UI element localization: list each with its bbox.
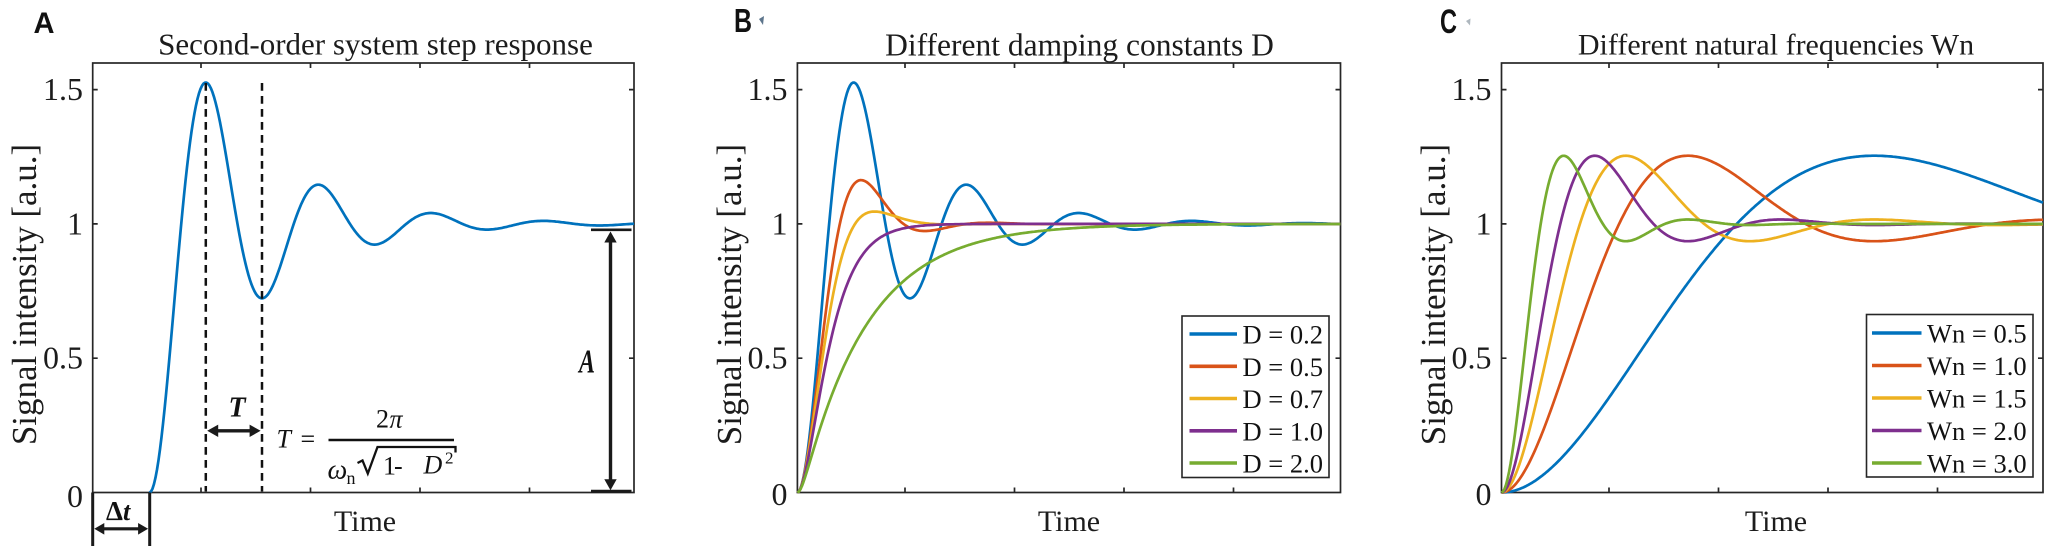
svg-text:Different damping constants D: Different damping constants D: [885, 28, 1274, 63]
svg-text:Wn = 0.5: Wn = 0.5: [1927, 319, 2027, 349]
svg-text:Time: Time: [334, 505, 396, 538]
svg-text:Signal intensity [a.u.]: Signal intensity [a.u.]: [710, 144, 749, 445]
svg-text:1: 1: [772, 205, 788, 241]
svg-text:C: C: [1440, 3, 1457, 41]
svg-text:1: 1: [67, 205, 83, 241]
svg-text:1.5: 1.5: [43, 71, 83, 107]
svg-text:Wn = 2.0: Wn = 2.0: [1927, 416, 2027, 446]
svg-text:Wn = 1.0: Wn = 1.0: [1927, 351, 2027, 381]
svg-text:A: A: [578, 344, 595, 381]
svg-text:1: 1: [1476, 205, 1492, 241]
svg-text:0: 0: [67, 478, 83, 514]
svg-text:1: 1: [383, 452, 396, 481]
svg-text:=: =: [301, 425, 316, 454]
svg-text:D = 2.0: D = 2.0: [1243, 449, 1323, 479]
svg-text:D = 0.7: D = 0.7: [1243, 384, 1323, 414]
svg-text:-: -: [394, 452, 403, 481]
svg-text:B: B: [734, 2, 752, 39]
svg-text:t: t: [123, 497, 131, 526]
svg-text:Time: Time: [1038, 505, 1100, 538]
svg-text:A: A: [34, 7, 55, 40]
svg-text:D = 0.5: D = 0.5: [1243, 352, 1323, 382]
svg-text:Δ: Δ: [106, 496, 123, 526]
svg-text:D: D: [423, 451, 443, 480]
svg-text:Wn = 1.5: Wn = 1.5: [1927, 384, 2027, 414]
svg-text:T: T: [277, 425, 293, 454]
svg-text:0.5: 0.5: [1452, 340, 1492, 376]
svg-text:D = 0.2: D = 0.2: [1243, 320, 1323, 350]
svg-text:0: 0: [1476, 476, 1492, 512]
svg-text:Signal intensity [a.u.]: Signal intensity [a.u.]: [1414, 144, 1453, 445]
svg-text:1.5: 1.5: [748, 71, 788, 107]
svg-text:ω: ω: [328, 455, 348, 486]
svg-text:1.5: 1.5: [1452, 71, 1492, 107]
svg-text:0.5: 0.5: [43, 340, 83, 376]
svg-text:Signal intensity [a.u.]: Signal intensity [a.u.]: [5, 144, 44, 445]
svg-text:2: 2: [376, 405, 389, 434]
svg-text:n: n: [347, 468, 356, 488]
svg-text:D = 1.0: D = 1.0: [1243, 416, 1323, 446]
svg-text:Second-order system step respo: Second-order system step response: [158, 27, 593, 62]
svg-text:T: T: [228, 393, 247, 424]
svg-text:0: 0: [772, 476, 788, 512]
svg-text:2: 2: [445, 449, 454, 468]
svg-text:0.5: 0.5: [748, 340, 788, 376]
svg-text:Time: Time: [1745, 505, 1807, 538]
svg-text:π: π: [390, 405, 404, 434]
svg-text:Different natural frequencies: Different natural frequencies Wn: [1578, 29, 1974, 62]
svg-text:Wn = 3.0: Wn = 3.0: [1927, 449, 2027, 479]
